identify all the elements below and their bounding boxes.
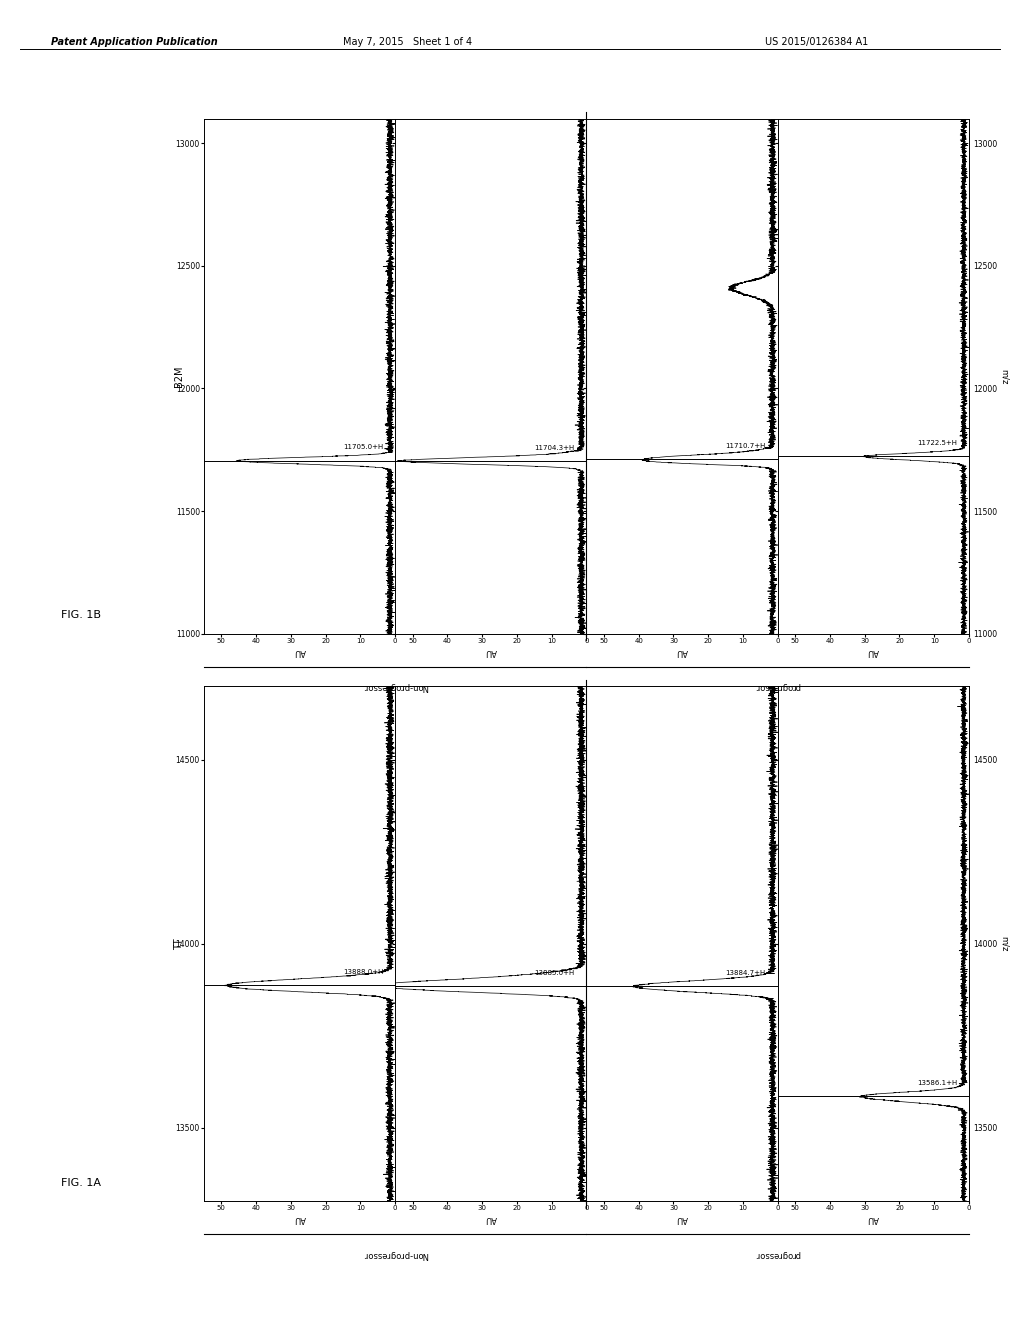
X-axis label: AU: AU xyxy=(866,1214,878,1224)
Text: 11705.0+H: 11705.0+H xyxy=(342,445,383,450)
Text: 11710.7+H: 11710.7+H xyxy=(725,444,765,449)
X-axis label: AU: AU xyxy=(676,647,688,656)
X-axis label: AU: AU xyxy=(866,647,878,656)
X-axis label: AU: AU xyxy=(676,1214,688,1224)
Text: May 7, 2015   Sheet 1 of 4: May 7, 2015 Sheet 1 of 4 xyxy=(343,37,472,48)
Text: 13884.7+H: 13884.7+H xyxy=(725,970,765,975)
Text: B2M: B2M xyxy=(173,366,183,387)
Text: TT: TT xyxy=(173,939,183,949)
Text: 13885.0+H: 13885.0+H xyxy=(534,970,574,975)
X-axis label: AU: AU xyxy=(484,1214,496,1224)
Text: 11722.5+H: 11722.5+H xyxy=(916,440,956,446)
Text: 13888.0+H: 13888.0+H xyxy=(342,969,383,974)
X-axis label: AU: AU xyxy=(484,647,496,656)
Y-axis label: m/z: m/z xyxy=(999,936,1008,952)
Text: FIG. 1A: FIG. 1A xyxy=(61,1177,101,1188)
Text: progressor: progressor xyxy=(754,1250,800,1259)
Text: US 2015/0126384 A1: US 2015/0126384 A1 xyxy=(764,37,867,48)
Text: progressor: progressor xyxy=(754,682,800,692)
Text: Patent Application Publication: Patent Application Publication xyxy=(51,37,217,48)
Y-axis label: m/z: m/z xyxy=(999,368,1008,384)
Text: Non-progressor: Non-progressor xyxy=(363,1250,427,1259)
Text: 11704.3+H: 11704.3+H xyxy=(534,445,574,450)
Text: Non-progressor: Non-progressor xyxy=(363,682,427,692)
X-axis label: AU: AU xyxy=(293,647,306,656)
X-axis label: AU: AU xyxy=(293,1214,306,1224)
Text: FIG. 1B: FIG. 1B xyxy=(61,610,101,620)
Text: 13586.1+H: 13586.1+H xyxy=(916,1080,956,1086)
